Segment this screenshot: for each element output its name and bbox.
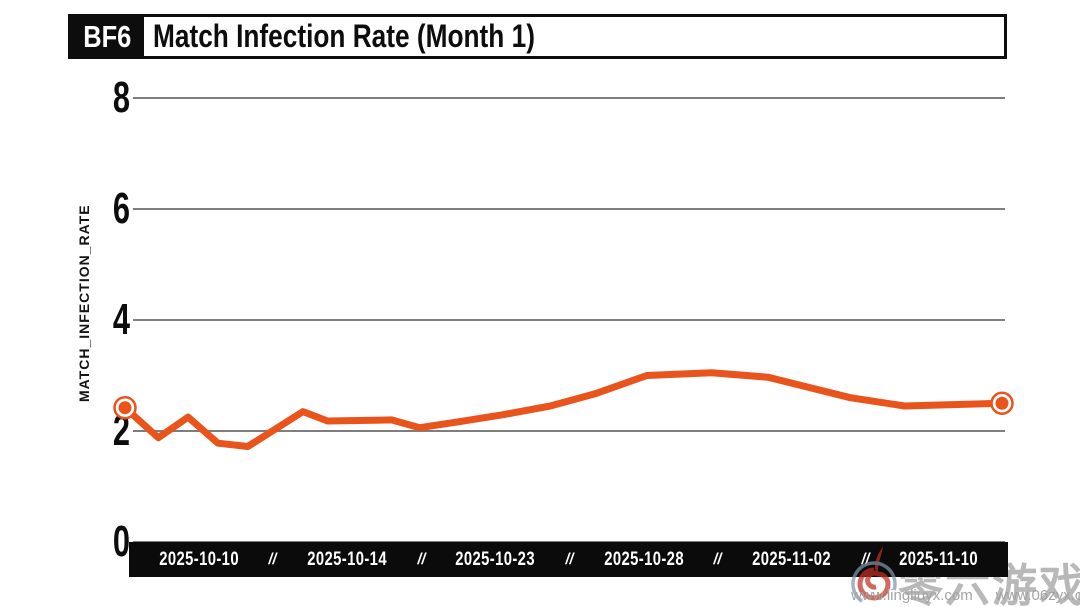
x-tick-separator: // <box>268 550 277 568</box>
end-marker <box>990 391 1014 415</box>
page-title: Match Infection Rate (Month 1) <box>153 18 535 54</box>
bf6-badge: BF6 <box>71 17 144 56</box>
watermark-urls: www.lingliuyx.com www.06zyx.com <box>851 587 1080 604</box>
watermark-url-2: www.06zyx.com <box>995 587 1080 604</box>
badge-label: BF6 <box>83 18 132 54</box>
start-marker <box>113 395 137 420</box>
y-tick-label: 8 <box>112 73 130 122</box>
x-tick-label: 2025-10-14 <box>307 548 387 570</box>
x-tick-separator: // <box>713 550 722 568</box>
x-tick-label: 2025-10-28 <box>603 548 684 570</box>
x-axis-bar: 2025-10-10 // 2025-10-14 // 2025-10-23 // 2025… <box>129 542 1008 577</box>
x-tick-label: 2025-11-02 <box>751 548 831 570</box>
x-tick-label: 2025-11-10 <box>899 548 979 570</box>
watermark-logo-icon <box>851 546 897 607</box>
series-line <box>121 369 1006 450</box>
x-tick-label: 2025-10-23 <box>455 548 536 570</box>
y-tick-label: 4 <box>112 295 130 344</box>
x-tick-separator: // <box>565 550 574 568</box>
watermark-url-1: www.lingliuyx.com <box>851 587 973 604</box>
page-title-wrap: Match Infection Rate (Month 1) <box>144 17 619 56</box>
y-tick-label: 0 <box>112 517 130 566</box>
x-tick-separator: // <box>417 550 426 568</box>
y-tick-label: 6 <box>112 184 130 233</box>
x-tick-separator: // <box>861 550 870 568</box>
title-bar: BF6 Match Infection Rate (Month 1) <box>68 14 1007 59</box>
x-tick-label: 2025-10-10 <box>158 548 239 570</box>
